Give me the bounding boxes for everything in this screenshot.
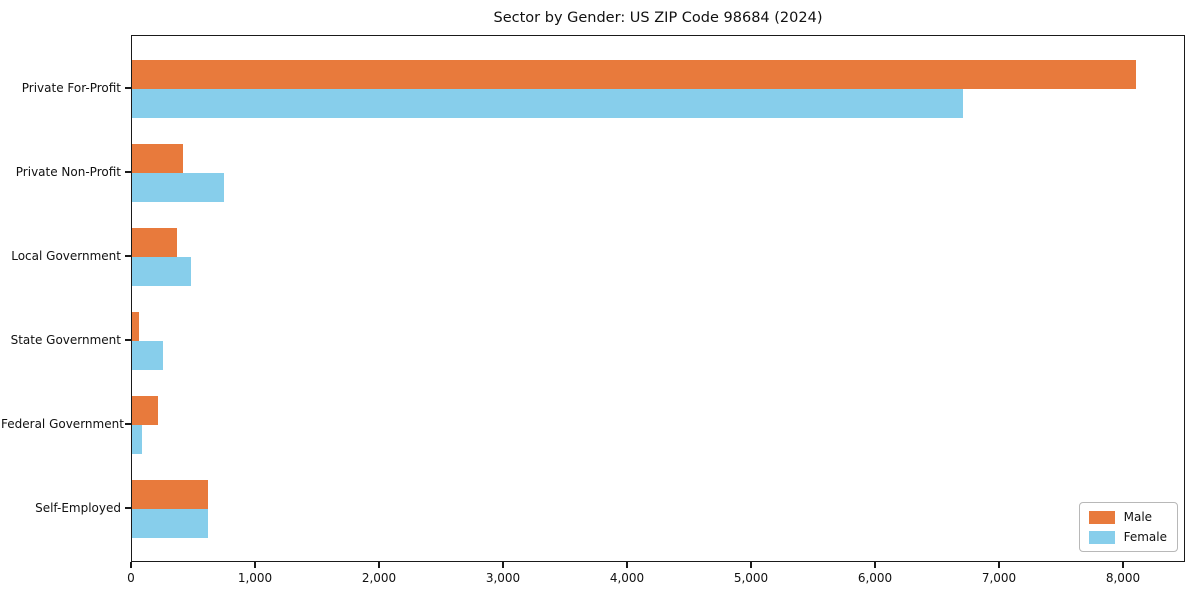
chart-title: Sector by Gender: US ZIP Code 98684 (202… [493, 10, 823, 26]
legend-label-female: Female [1123, 530, 1167, 544]
y-tick-state-government [125, 339, 131, 341]
plot-area: Male Female [131, 35, 1185, 562]
y-tick-label-self-employed: Self-Employed [35, 501, 121, 515]
y-tick-private-for-profit [125, 87, 131, 89]
bar-male-private-for-profit [132, 60, 1137, 89]
legend-row-male: Male [1088, 510, 1167, 524]
x-tick-label-8000: 8,000 [1105, 571, 1141, 585]
x-tick-7000 [998, 562, 1000, 568]
y-tick-label-private-non-profit: Private Non-Profit [15, 165, 121, 179]
male-swatch-icon [1088, 510, 1115, 524]
y-tick-label-federal-government: Federal Government [1, 417, 124, 431]
x-tick-4000 [626, 562, 628, 568]
y-tick-self-employed [125, 507, 131, 509]
x-tick-3000 [502, 562, 504, 568]
x-tick-label-2000: 2,000 [361, 571, 397, 585]
bar-female-self-employed [132, 509, 209, 538]
bar-male-local-government [132, 228, 178, 257]
legend-row-female: Female [1088, 530, 1167, 544]
x-tick-2000 [378, 562, 380, 568]
legend-label-male: Male [1123, 510, 1153, 524]
bar-female-private-for-profit [132, 89, 963, 118]
x-tick-1000 [254, 562, 256, 568]
y-tick-label-private-for-profit: Private For-Profit [21, 81, 121, 95]
bar-female-private-non-profit [132, 173, 225, 202]
female-swatch-icon [1088, 530, 1115, 544]
y-tick-label-local-government: Local Government [11, 249, 121, 263]
x-tick-label-1000: 1,000 [237, 571, 273, 585]
x-tick-label-3000: 3,000 [485, 571, 521, 585]
x-tick-label-7000: 7,000 [981, 571, 1017, 585]
y-tick-private-non-profit [125, 171, 131, 173]
y-tick-local-government [125, 255, 131, 257]
x-tick-8000 [1122, 562, 1124, 568]
bar-male-state-government [132, 312, 140, 341]
bar-male-self-employed [132, 480, 209, 509]
x-tick-5000 [750, 562, 752, 568]
x-tick-0 [130, 562, 132, 568]
y-tick-federal-government [125, 423, 131, 425]
bar-female-state-government [132, 341, 163, 370]
bar-male-private-non-profit [132, 144, 183, 173]
x-tick-label-6000: 6,000 [857, 571, 893, 585]
bar-female-local-government [132, 257, 191, 286]
x-tick-label-0: 0 [127, 571, 135, 585]
bar-female-federal-government [132, 425, 142, 454]
bar-male-federal-government [132, 396, 159, 425]
legend: Male Female [1078, 502, 1178, 552]
x-tick-label-5000: 5,000 [733, 571, 769, 585]
x-tick-label-4000: 4,000 [609, 571, 645, 585]
y-tick-label-state-government: State Government [10, 333, 121, 347]
x-tick-6000 [874, 562, 876, 568]
